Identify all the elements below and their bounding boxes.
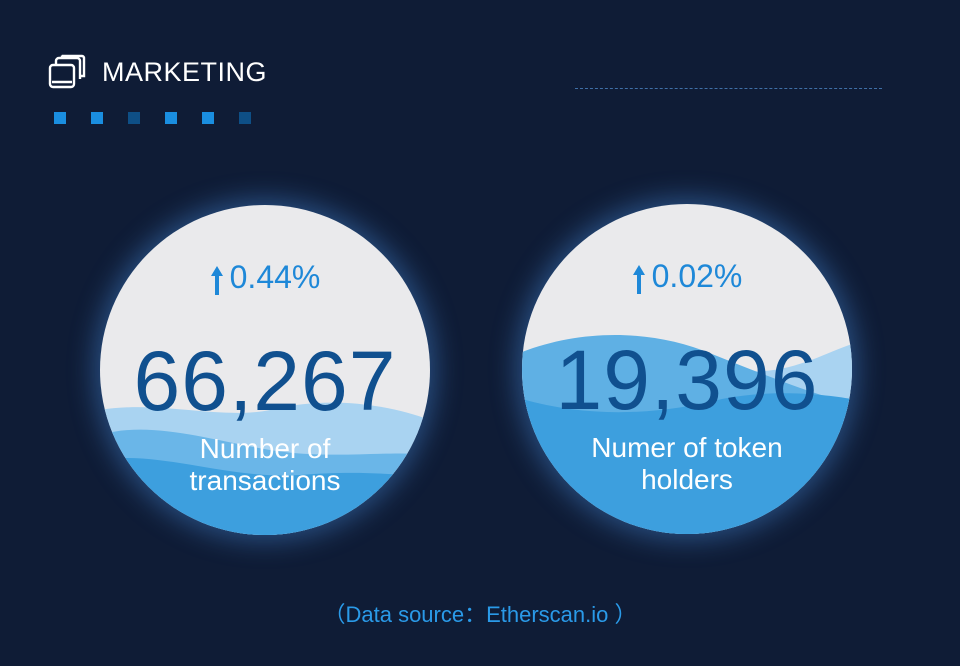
dot (91, 112, 103, 124)
change-indicator: 0.44% (100, 259, 430, 296)
stat-label-line1: Numer of token (591, 432, 783, 463)
page-title: MARKETING (102, 56, 268, 87)
header: MARKETING (48, 54, 267, 90)
wave-fill (522, 334, 852, 534)
dot (165, 112, 177, 124)
decorative-dots (54, 112, 276, 124)
stat-label-line1: Number of (199, 433, 331, 464)
stacked-pages-icon (48, 54, 88, 89)
stat-value: 19,396 (555, 333, 819, 427)
stat-label-line2: holders (641, 464, 733, 495)
stat-value: 66,267 (133, 334, 397, 428)
stat-circle-token-holders: 0.02% 19,396 Numer of token holders (522, 204, 852, 534)
change-indicator: 0.02% (522, 258, 852, 295)
dot (202, 112, 214, 124)
arrow-up-icon (632, 264, 645, 294)
dashed-divider (575, 88, 882, 89)
data-source-note: （Data source：Etherscan.io ） (323, 602, 637, 627)
stat-circle-transactions: 0.44% 66,267 Number of transactions (100, 205, 430, 535)
stat-label: Numer of token holders (522, 432, 852, 496)
change-value: 0.44% (229, 259, 321, 295)
stat-label: Number of transactions (100, 433, 430, 497)
dot (54, 112, 66, 124)
dot (239, 112, 251, 124)
wave-fill (100, 402, 430, 535)
stat-label-line2: transactions (189, 465, 341, 496)
dot (128, 112, 140, 124)
change-value: 0.02% (651, 258, 743, 294)
arrow-up-icon (210, 265, 223, 295)
